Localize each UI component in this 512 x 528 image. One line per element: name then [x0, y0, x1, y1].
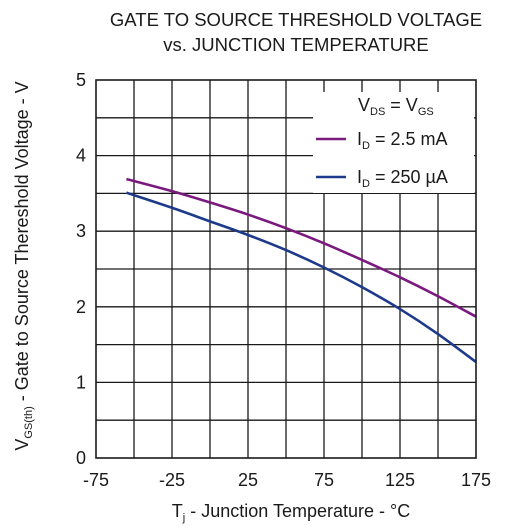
legend-label-2p5ma: ID = 2.5 mA: [357, 129, 448, 152]
tick-labels: -75 -25 25 75 125 175 0 1 2 3 4 5: [76, 70, 491, 490]
legend: VDS = VGS ID = 2.5 mA ID = 250 µA: [316, 95, 448, 190]
legend-label-250ua-main: I: [357, 167, 362, 187]
x-axis-label-main: T: [172, 501, 183, 521]
y-tick-label: 1: [76, 372, 86, 392]
x-axis-label: Tj - Junction Temperature - °C: [172, 501, 410, 524]
x-tick-label: 175: [461, 470, 491, 490]
x-tick-label: -25: [159, 470, 185, 490]
legend-header-v1-sub: DS: [370, 106, 385, 118]
series-line-2p5ma: [126, 177, 477, 318]
chart-title-line2: vs. JUNCTION TEMPERATURE: [163, 34, 429, 55]
x-axis-label-sub: j: [182, 512, 185, 524]
y-tick-label: 2: [76, 297, 86, 317]
y-axis-label-rest: - Gate to Source Thereshold Voltage - V: [12, 81, 32, 406]
series-line-250ua: [125, 191, 477, 364]
legend-label-2p5ma-sub: D: [362, 140, 370, 152]
legend-label-250ua-sub: D: [362, 178, 370, 190]
legend-header-v1: V: [358, 95, 370, 115]
y-tick-label: 4: [76, 146, 86, 166]
x-tick-label: 125: [385, 470, 415, 490]
legend-label-2p5ma-rest: = 2.5 mA: [370, 129, 448, 149]
chart-title-line1: GATE TO SOURCE THRESHOLD VOLTAGE: [110, 9, 482, 30]
y-axis-label: VGS(th) - Gate to Source Thereshold Volt…: [12, 81, 35, 450]
y-tick-label: 3: [76, 221, 86, 241]
legend-label-250ua: ID = 250 µA: [357, 167, 448, 190]
legend-header: VDS = VGS: [358, 95, 434, 118]
x-tick-label: 25: [238, 470, 258, 490]
plot-frame: [95, 79, 477, 459]
x-tick-label: -75: [83, 470, 109, 490]
y-axis-label-sub: GS(th): [23, 406, 35, 438]
series-layer: [125, 177, 477, 364]
x-axis-label-rest: - Junction Temperature - °C: [185, 501, 410, 521]
x-tick-label: 75: [314, 470, 334, 490]
legend-label-2p5ma-main: I: [357, 129, 362, 149]
legend-header-v2-sub: GS: [418, 106, 434, 118]
legend-label-250ua-rest: = 250 µA: [370, 167, 448, 187]
y-axis-label-main: V: [12, 439, 32, 451]
y-tick-label: 5: [76, 70, 86, 90]
y-tick-label: 0: [76, 448, 86, 468]
legend-header-eq: = V: [385, 95, 418, 115]
